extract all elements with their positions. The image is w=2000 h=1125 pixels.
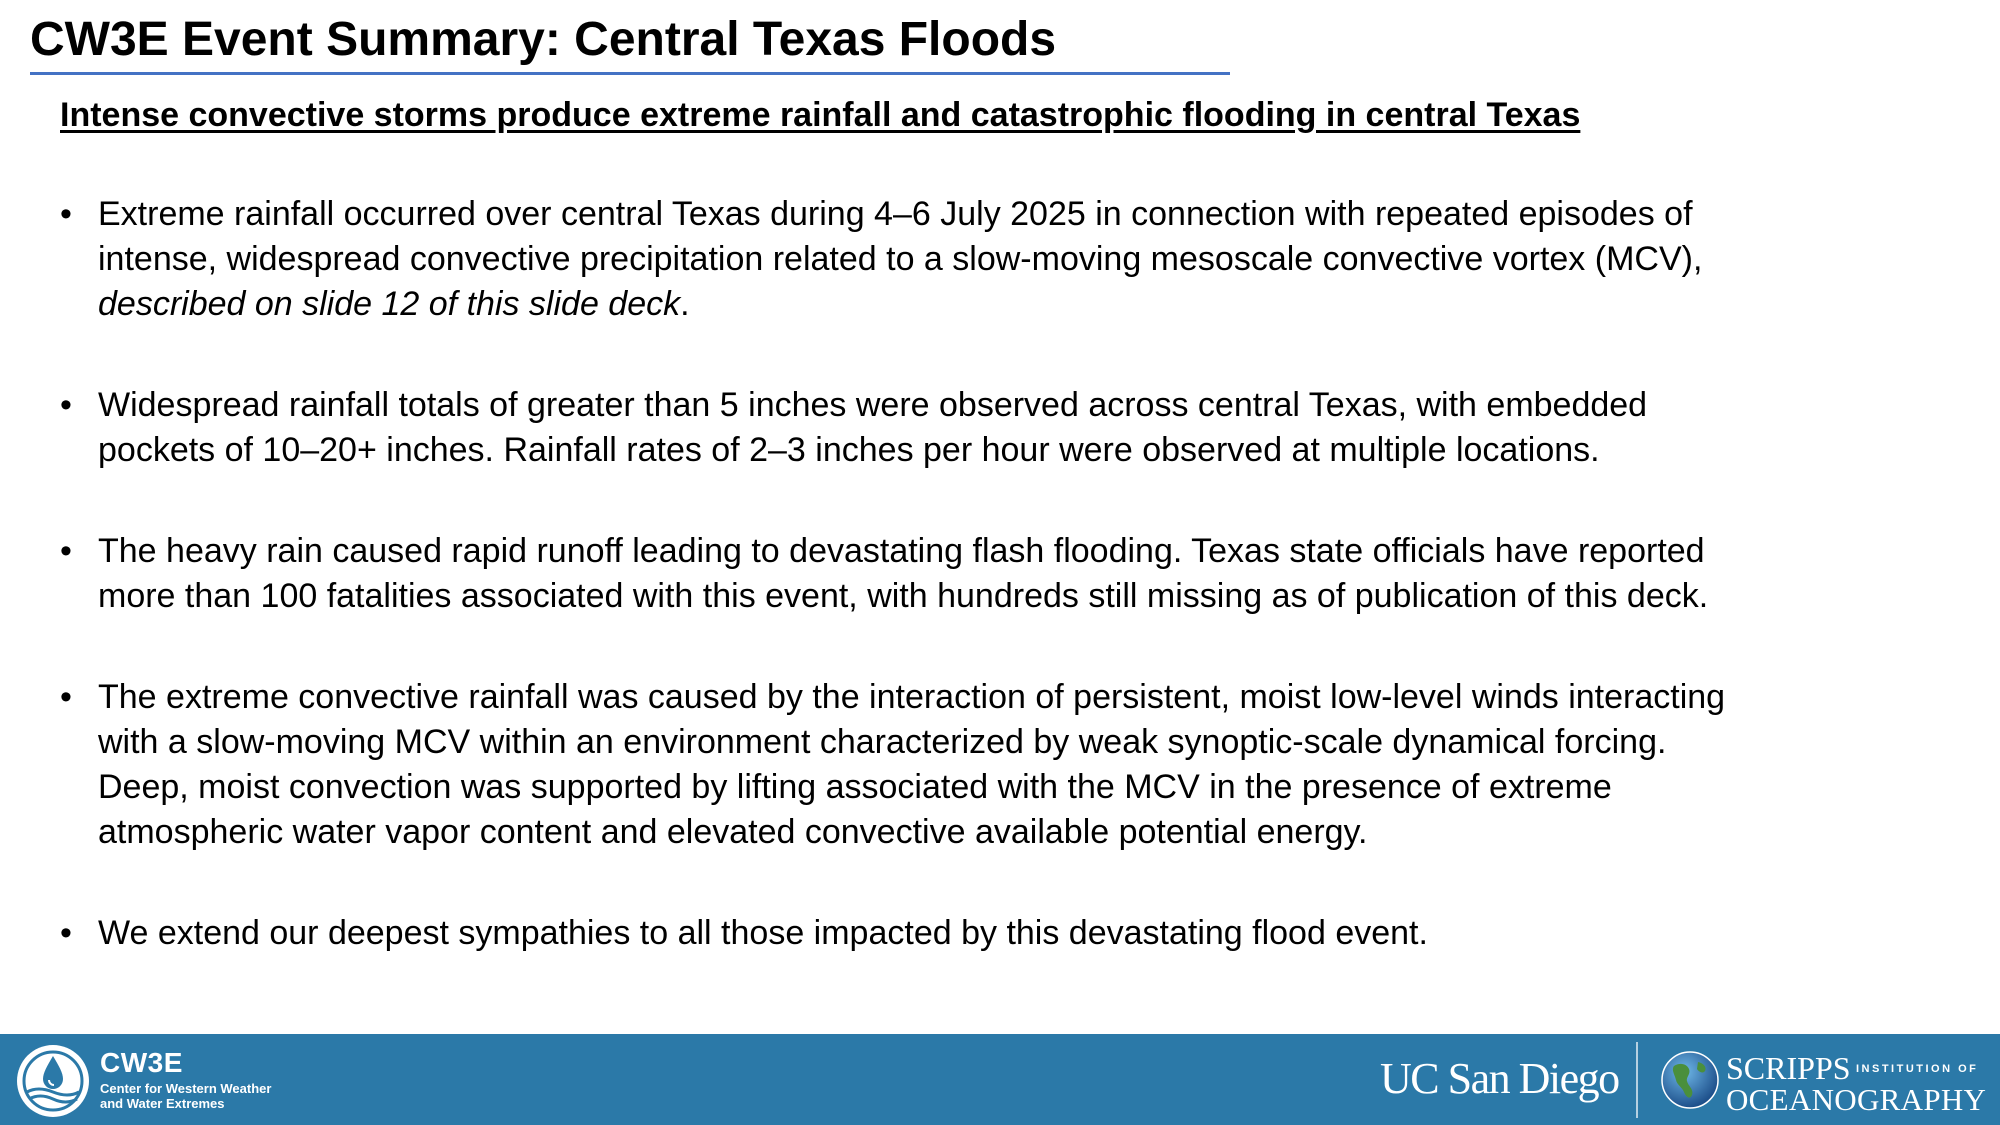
bullet-item-3: • The heavy rain caused rapid runoff lea… <box>60 529 1980 619</box>
bullet-1-line-3: described on slide 12 of this slide deck… <box>98 282 1980 327</box>
bullet-item-1: • Extreme rainfall occurred over central… <box>60 192 1980 327</box>
bullet-1-period: . <box>680 285 690 323</box>
bullet-item-4: • The extreme convective rainfall was ca… <box>60 675 1980 855</box>
scripps-institution-of: INSTITUTION OF <box>1856 1063 1979 1075</box>
bullet-1-italic-text: described on slide 12 of this slide deck <box>98 285 681 323</box>
bullet-marker: • <box>60 195 72 233</box>
bullet-1-line-1: Extreme rainfall occurred over central T… <box>98 195 1693 233</box>
bullet-4-line-2: with a slow-moving MCV within an environ… <box>98 723 1667 761</box>
bullet-4-line-1: The extreme convective rainfall was caus… <box>98 678 1726 716</box>
bullet-item-5: • We extend our deepest sympathies to al… <box>60 911 1980 956</box>
cw3e-description: Center for Western Weather and Water Ext… <box>100 1081 300 1111</box>
slide-subtitle: Intense convective storms produce extrem… <box>60 96 1581 134</box>
bullet-marker: • <box>60 678 72 716</box>
bullet-list: • Extreme rainfall occurred over central… <box>60 192 1980 956</box>
bullet-4-line-3: Deep, moist convection was supported by … <box>98 768 1612 806</box>
bullet-4-line-4: atmospheric water vapor content and elev… <box>98 813 1368 851</box>
bullet-marker: • <box>60 386 72 424</box>
slide-title: CW3E Event Summary: Central Texas Floods <box>30 13 1057 66</box>
bullet-2-line-1: Widespread rainfall totals of greater th… <box>98 386 1648 424</box>
bullet-item-2: • Widespread rainfall totals of greater … <box>60 383 1980 473</box>
bullet-marker: • <box>60 532 72 570</box>
footer-bar: CW3E Center for Western Weather and Wate… <box>0 1034 2000 1125</box>
cw3e-desc-line-2: and Water Extremes <box>100 1096 225 1111</box>
cw3e-desc-line-1: Center for Western Weather <box>100 1081 272 1096</box>
bullet-1-line-2: intense, widespread convective precipita… <box>98 240 1703 278</box>
title-underline-rule <box>30 72 1230 75</box>
globe-icon <box>1661 1051 1719 1109</box>
footer-divider <box>1636 1042 1638 1118</box>
bullet-2-line-2: pockets of 10–20+ inches. Rainfall rates… <box>98 431 1600 469</box>
scripps-name: SCRIPPS <box>1726 1050 1851 1086</box>
uc-san-diego-logo: UC San Diego <box>1380 1054 1620 1103</box>
cw3e-water-drop-logo-icon <box>17 1045 89 1117</box>
cw3e-name: CW3E <box>100 1047 183 1078</box>
scripps-oceanography: OCEANOGRAPHY <box>1726 1082 1987 1117</box>
bullet-marker: • <box>60 914 72 952</box>
bullet-3-line-2: more than 100 fatalities associated with… <box>98 577 1709 615</box>
bullet-5-line-1: We extend our deepest sympathies to all … <box>98 914 1428 952</box>
bullet-3-line-1: The heavy rain caused rapid runoff leadi… <box>98 532 1705 570</box>
